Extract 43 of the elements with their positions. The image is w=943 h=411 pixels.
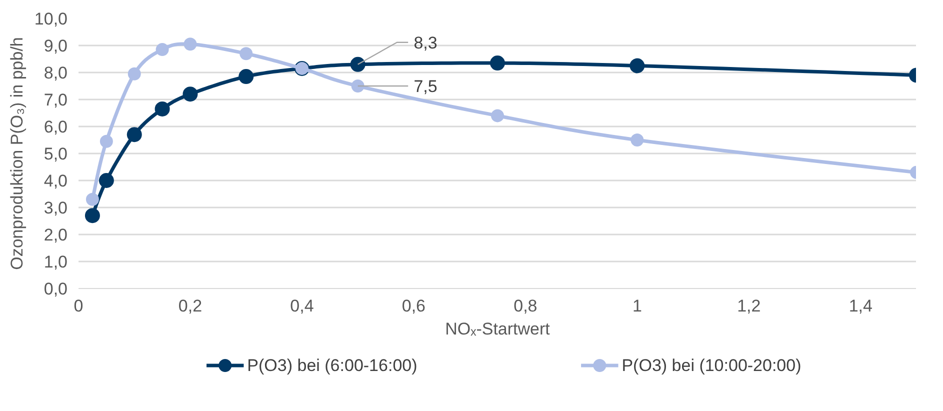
point: [491, 109, 504, 122]
x-tick-label: 0,4: [290, 296, 314, 316]
point: [490, 56, 505, 71]
point: [100, 134, 113, 148]
x-tick-label: 0: [74, 296, 84, 316]
y-tick-label: 10,0: [34, 10, 68, 28]
point: [350, 56, 366, 72]
point: [156, 43, 169, 56]
y-tick-label: 7,0: [44, 90, 68, 110]
point: [126, 127, 142, 142]
legend-label: P(O3) bei (6:00-16:00): [247, 356, 418, 375]
y-tick-label: 6,0: [44, 118, 68, 136]
x-tick-label: 0,6: [402, 296, 426, 316]
y-tick-label: 2,0: [44, 226, 68, 244]
point: [351, 80, 364, 92]
x-tick-label: 0,2: [178, 296, 202, 316]
y-tick-label: 5,0: [44, 144, 68, 164]
x-axis-title: NOₓ-Startwert: [445, 320, 550, 338]
y-tick-label: 1,0: [44, 252, 68, 272]
annotation: 7,5: [414, 77, 438, 96]
point: [84, 208, 100, 224]
point: [238, 69, 254, 84]
point: [182, 86, 198, 102]
point: [184, 38, 197, 51]
y-axis-title: Ozonproduktion P(O₃) in ppb/h: [8, 37, 26, 270]
point: [86, 192, 99, 206]
y-tick-label: 9,0: [44, 36, 68, 56]
annotation: 8,3: [414, 33, 438, 52]
x-tick-label: 1,2: [737, 296, 761, 316]
point: [630, 134, 644, 146]
x-tick-label: 1,4: [848, 296, 872, 316]
y-tick-label: 4,0: [44, 172, 68, 190]
y-tick-label: 0,0: [44, 280, 68, 298]
y-tick-label: 3,0: [44, 198, 68, 218]
point: [98, 173, 114, 188]
legend-label: P(O3) bei (10:00-20:00): [622, 356, 802, 375]
y-tick-label: 8,0: [44, 64, 68, 82]
x-tick-label: 0,8: [514, 296, 538, 316]
point: [154, 101, 170, 116]
point: [240, 47, 253, 60]
x-tick-label: 1: [632, 296, 642, 316]
point: [630, 58, 645, 74]
point: [128, 67, 141, 80]
